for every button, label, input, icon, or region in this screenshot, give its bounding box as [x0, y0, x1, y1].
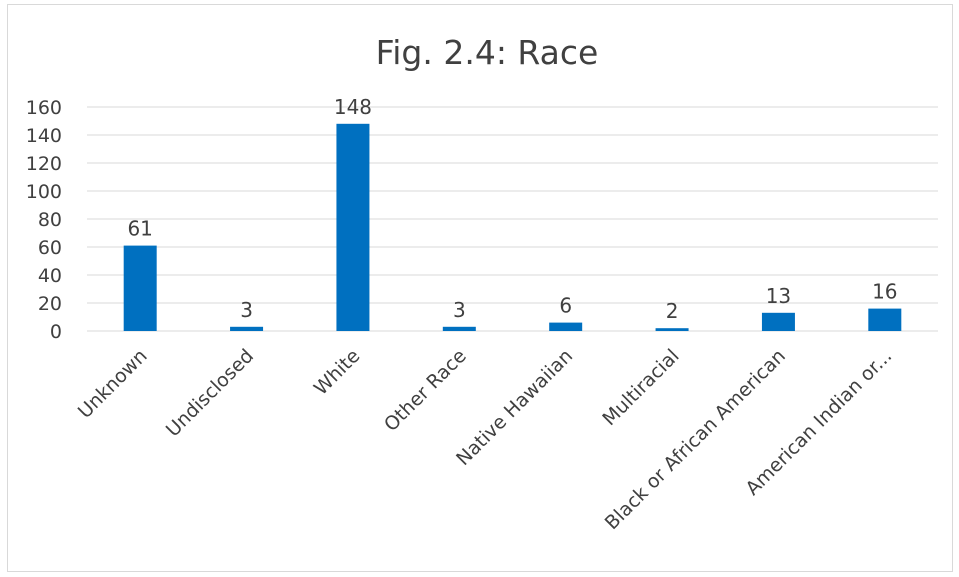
bar	[549, 322, 583, 331]
data-label: 148	[334, 95, 372, 119]
data-label: 16	[872, 280, 897, 304]
y-tick-label: 0	[50, 321, 62, 343]
x-category-label: Multiracial	[598, 345, 683, 430]
data-label: 13	[766, 284, 791, 308]
y-tick-label: 40	[38, 265, 62, 287]
data-label: 2	[666, 299, 679, 323]
y-tick-label: 80	[38, 209, 62, 231]
bar	[868, 308, 902, 331]
chart-frame	[7, 4, 953, 572]
data-labels: 61 3 148 3 6 2 13 16	[127, 95, 897, 323]
bar	[336, 123, 370, 331]
y-tick-label: 20	[38, 293, 62, 315]
data-label: 61	[127, 217, 152, 241]
x-category-label: White	[310, 345, 365, 400]
bar	[230, 326, 264, 331]
chart-title: Fig. 2.4: Race	[376, 33, 599, 72]
data-label: 6	[559, 294, 572, 318]
x-category-label: Black or African American	[601, 345, 790, 534]
y-axis-ticks: 0 20 40 60 80 100 120 140 160	[26, 97, 62, 343]
y-tick-label: 160	[26, 97, 62, 119]
x-axis-categories: Unknown Undisclosed White Other RaceNative …	[74, 345, 897, 534]
bar	[761, 312, 795, 331]
data-label: 3	[453, 298, 466, 322]
data-label: 3	[240, 298, 253, 322]
y-tick-label: 100	[26, 181, 62, 203]
bar	[442, 326, 476, 331]
x-category-label: Other Race	[380, 345, 471, 436]
gridlines	[87, 106, 938, 332]
y-tick-label: 60	[38, 237, 62, 259]
x-category-label: Native Hawaiian	[452, 345, 577, 470]
x-category-label: Unknown	[74, 345, 152, 423]
y-tick-label: 120	[26, 153, 62, 175]
y-tick-label: 140	[26, 125, 62, 147]
bar	[123, 245, 157, 331]
x-category-label: Undisclosed	[162, 345, 258, 441]
bars	[123, 123, 902, 331]
bar	[655, 328, 689, 331]
